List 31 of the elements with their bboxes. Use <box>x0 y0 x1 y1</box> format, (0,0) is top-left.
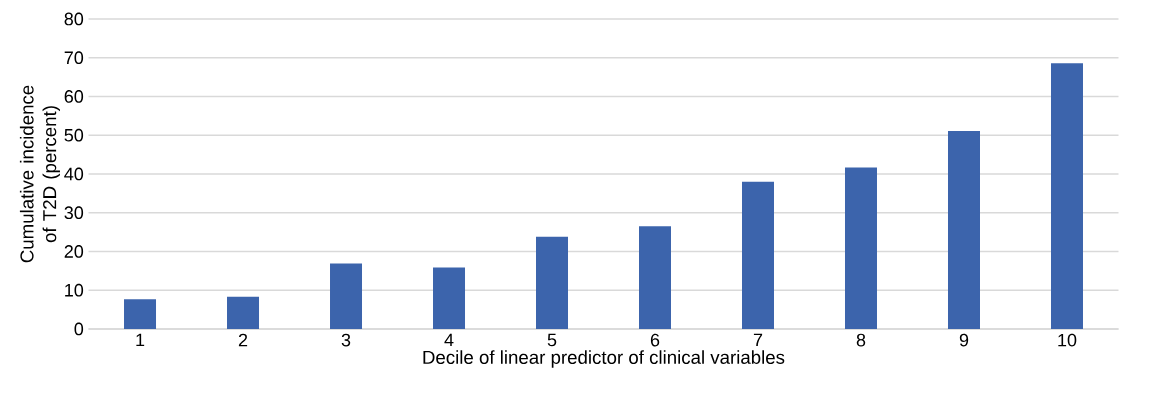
x-tick-label: 4 <box>444 333 454 347</box>
x-tick-label: 3 <box>341 333 351 347</box>
y-tick-label: 40 <box>64 167 84 181</box>
x-tick-label: 8 <box>856 333 866 347</box>
y-tick-label: 10 <box>65 283 84 297</box>
x-tick-label: 5 <box>547 333 557 347</box>
y-tick-label: 60 <box>64 90 84 103</box>
x-tick-label: 6 <box>650 333 660 347</box>
x-axis-title: Decile of linear predictor of clinical variables <box>423 350 785 368</box>
y-tick-label: 50 <box>64 128 84 142</box>
bar <box>124 299 157 329</box>
bar <box>845 167 877 329</box>
y-tick-label: 70 <box>64 51 84 65</box>
x-tick-label: 10 <box>1058 333 1077 347</box>
bar <box>742 181 774 329</box>
x-tick-label: 2 <box>238 333 248 347</box>
bar <box>948 130 980 329</box>
y-axis-title: Cumulative incidence of T2D (percent) <box>19 85 60 263</box>
x-tick-label: 9 <box>959 333 969 347</box>
bar <box>433 267 466 329</box>
x-tick-label: 7 <box>753 333 763 347</box>
bar <box>536 236 568 329</box>
y-tick-label: 20 <box>64 245 84 258</box>
bar <box>227 296 260 329</box>
bar <box>1050 63 1083 329</box>
y-tick-label: 80 <box>64 12 84 26</box>
bar <box>639 226 671 329</box>
y-tick-label: 0 <box>74 322 84 336</box>
bar <box>330 263 363 329</box>
x-tick-label: 1 <box>136 333 145 347</box>
y-tick-label: 30 <box>64 206 84 220</box>
